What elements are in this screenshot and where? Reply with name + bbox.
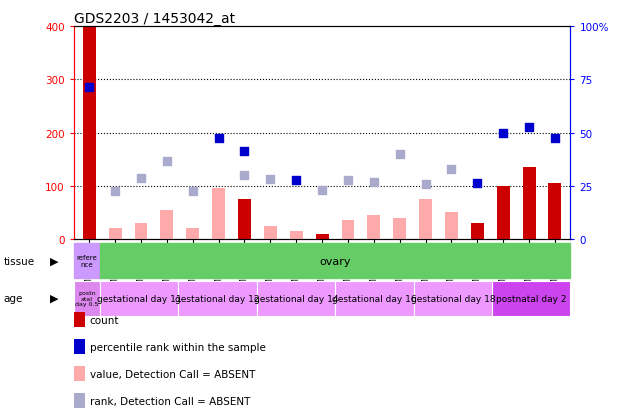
Point [265,177,276,183]
Bar [290,232,303,240]
Point [317,188,327,194]
Point [110,188,121,195]
Text: gestational day 18: gestational day 18 [410,294,495,303]
Point [498,130,508,136]
Point [291,178,301,184]
Bar [492,281,570,316]
Point [343,178,353,184]
Bar [257,281,335,316]
Bar [471,223,484,240]
Bar [212,189,225,240]
Text: value, Detection Call = ABSENT: value, Detection Call = ABSENT [90,369,255,379]
Bar [522,168,536,240]
Bar [108,229,122,240]
Bar [74,244,100,279]
Point [239,149,249,155]
Bar [264,226,277,240]
Point [188,188,198,195]
Text: rank, Detection Call = ABSENT: rank, Detection Call = ABSENT [90,396,250,406]
Text: gestational day 14: gestational day 14 [254,294,338,303]
Point [420,181,431,188]
Bar [315,234,329,240]
Text: postn
atal
day 0.5: postn atal day 0.5 [75,290,99,307]
Point [524,125,534,131]
Point [84,85,94,91]
Point [446,166,456,173]
Bar [419,199,432,240]
Bar [549,184,562,240]
Text: percentile rank within the sample: percentile rank within the sample [90,342,265,352]
Bar [100,281,178,316]
Text: postnatal day 2: postnatal day 2 [496,294,567,303]
Bar [135,223,147,240]
Bar [342,221,354,240]
Bar [413,281,492,316]
Text: gestational day 12: gestational day 12 [175,294,260,303]
Text: ▶: ▶ [50,293,59,304]
Bar [83,27,96,240]
Text: GDS2203 / 1453042_at: GDS2203 / 1453042_at [74,12,235,26]
Bar [238,199,251,240]
Bar [178,281,257,316]
Text: tissue: tissue [3,256,35,266]
Text: age: age [3,293,22,304]
Text: gestational day 16: gestational day 16 [332,294,417,303]
Point [136,175,146,182]
Bar [445,213,458,240]
Point [395,151,405,158]
Text: refere
nce: refere nce [76,255,97,268]
Point [239,173,249,179]
Bar [160,210,173,240]
Text: count: count [90,315,119,325]
Text: ovary: ovary [319,256,351,266]
Point [369,179,379,185]
Bar [367,216,380,240]
Point [162,158,172,165]
Bar [187,229,199,240]
Point [472,180,483,187]
Point [550,135,560,142]
Bar [74,281,100,316]
Bar [335,281,413,316]
Point [213,135,224,142]
Bar [497,186,510,240]
Text: gestational day 11: gestational day 11 [97,294,181,303]
Text: ▶: ▶ [50,256,59,266]
Bar [394,218,406,240]
